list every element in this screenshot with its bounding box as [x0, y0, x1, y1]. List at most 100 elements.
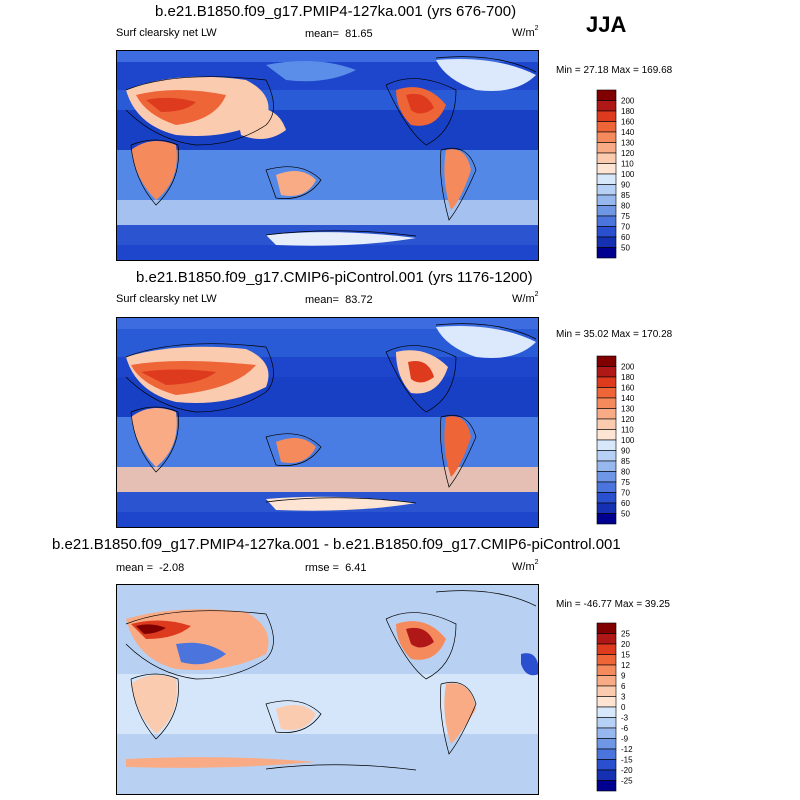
map-field-band [116, 674, 539, 734]
map-field-region [444, 416, 471, 477]
colorbar-tick-label: -15 [621, 756, 633, 765]
panel3-units-exp: 2 [534, 559, 539, 566]
panel1-units-base: W/m [512, 27, 535, 39]
colorbar-tick-label: 25 [621, 630, 630, 639]
colorbar-swatch [596, 355, 617, 367]
map-coastline [440, 147, 477, 221]
colorbar-tick-label: 6 [621, 682, 626, 691]
colorbar-tick-label: 110 [621, 426, 634, 435]
map-field-region [408, 361, 434, 383]
panel1-mean: mean= 81.65 [305, 28, 373, 40]
panel2-units-exp: 2 [534, 291, 539, 298]
panel2-title: b.e21.B1850.f09_g17.CMIP6-piControl.001 … [136, 269, 533, 286]
colorbar-tick-label: 80 [621, 468, 630, 477]
colorbar-swatch [596, 100, 617, 112]
map-coastline [125, 610, 274, 680]
colorbar-swatch [596, 397, 617, 409]
map-field-region [131, 675, 177, 734]
colorbar-tick-label: 50 [621, 244, 630, 253]
colorbar-tick-label: 20 [621, 640, 630, 649]
panel1-map [116, 50, 539, 261]
map-field-region [126, 757, 316, 768]
map-field-region [444, 149, 471, 210]
panel2-units: W/m2 [512, 291, 539, 305]
colorbar-tick-label: 100 [621, 170, 635, 179]
map-coastline [265, 433, 322, 466]
map-frame [116, 584, 539, 795]
colorbar-swatch [596, 685, 617, 697]
map-coastline [385, 345, 457, 413]
colorbar-swatch [596, 696, 617, 708]
map-field-region [131, 408, 177, 467]
colorbar-swatch [596, 759, 617, 771]
map-coastline [265, 166, 322, 199]
map-field-region [266, 232, 416, 246]
colorbar-tick-label: 110 [621, 160, 634, 169]
map-field-region [276, 705, 316, 730]
colorbar-swatch [596, 460, 617, 472]
panel2-mean: mean= 83.72 [305, 294, 373, 306]
colorbar-swatch [596, 471, 617, 483]
colorbar-swatch [596, 706, 617, 718]
colorbar-tick-label: 140 [621, 128, 635, 137]
panel2-mean-label: mean= [305, 294, 339, 306]
map-field-band [116, 512, 539, 528]
colorbar-swatch [596, 194, 617, 206]
panel2-minmax: Min = 35.02 Max = 170.28 [556, 329, 673, 340]
colorbar-tick-label: -9 [621, 735, 629, 744]
map-coastline [125, 343, 274, 413]
colorbar-tick-label: 60 [621, 233, 630, 242]
colorbar-swatch [596, 429, 617, 441]
colorbar-swatch [596, 727, 617, 739]
season-label: JJA [586, 12, 627, 37]
map-coastline [440, 414, 477, 488]
colorbar-tick-label: 160 [621, 384, 635, 393]
panel1-units: W/m2 [512, 25, 539, 39]
colorbar-swatch [596, 513, 617, 525]
map-field-region [141, 369, 216, 385]
colorbar-swatch [596, 780, 617, 792]
panel3-title: b.e21.B1850.f09_g17.PMIP4-127ka.001 - b.… [52, 536, 621, 553]
colorbar-tick-label: 15 [621, 651, 630, 660]
colorbar-swatch [596, 450, 617, 462]
colorbar-swatch [596, 215, 617, 227]
map-coastline [385, 78, 457, 146]
colorbar-swatch [596, 376, 617, 388]
panel1-minmax: Min = 27.18 Max = 169.68 [556, 65, 673, 76]
map-field-region [136, 624, 166, 634]
colorbar-swatch [596, 226, 617, 238]
colorbar-swatch [596, 675, 617, 687]
colorbar-tick-label: -6 [621, 724, 629, 733]
colorbar-swatch [596, 633, 617, 645]
colorbar-swatch [596, 622, 617, 634]
panel3-map [116, 584, 539, 795]
colorbar-swatch [596, 664, 617, 676]
map-frame [116, 50, 539, 261]
colorbar-swatch [596, 205, 617, 217]
panel3-rmse-label: rmse = [305, 562, 339, 574]
map-coastline [435, 56, 537, 73]
colorbar-swatch [596, 131, 617, 143]
map-coastline [130, 673, 179, 740]
map-field-region [176, 642, 226, 665]
colorbar-swatch [596, 502, 617, 514]
colorbar-swatch [596, 121, 617, 133]
map-field-region [406, 627, 434, 648]
colorbar-tick-label: 200 [621, 363, 635, 372]
colorbar-tick-label: -25 [621, 777, 633, 786]
map-field-region [266, 61, 356, 82]
colorbar-tick-label: -20 [621, 766, 633, 775]
colorbar-tick-label: 180 [621, 107, 635, 116]
colorbar-swatch [596, 481, 617, 493]
colorbar-swatch [596, 654, 617, 666]
colorbar-swatch [596, 163, 617, 175]
panel1-field-label: Surf clearsky net LW [116, 27, 217, 39]
map-field-band [116, 50, 539, 62]
panel3-units: W/m2 [512, 559, 539, 573]
map-field-region [146, 97, 196, 112]
map-field-region [436, 326, 536, 358]
panel1-mean-value: 81.65 [345, 28, 373, 40]
colorbar-swatch [596, 738, 617, 750]
colorbar-tick-label: 70 [621, 223, 630, 232]
